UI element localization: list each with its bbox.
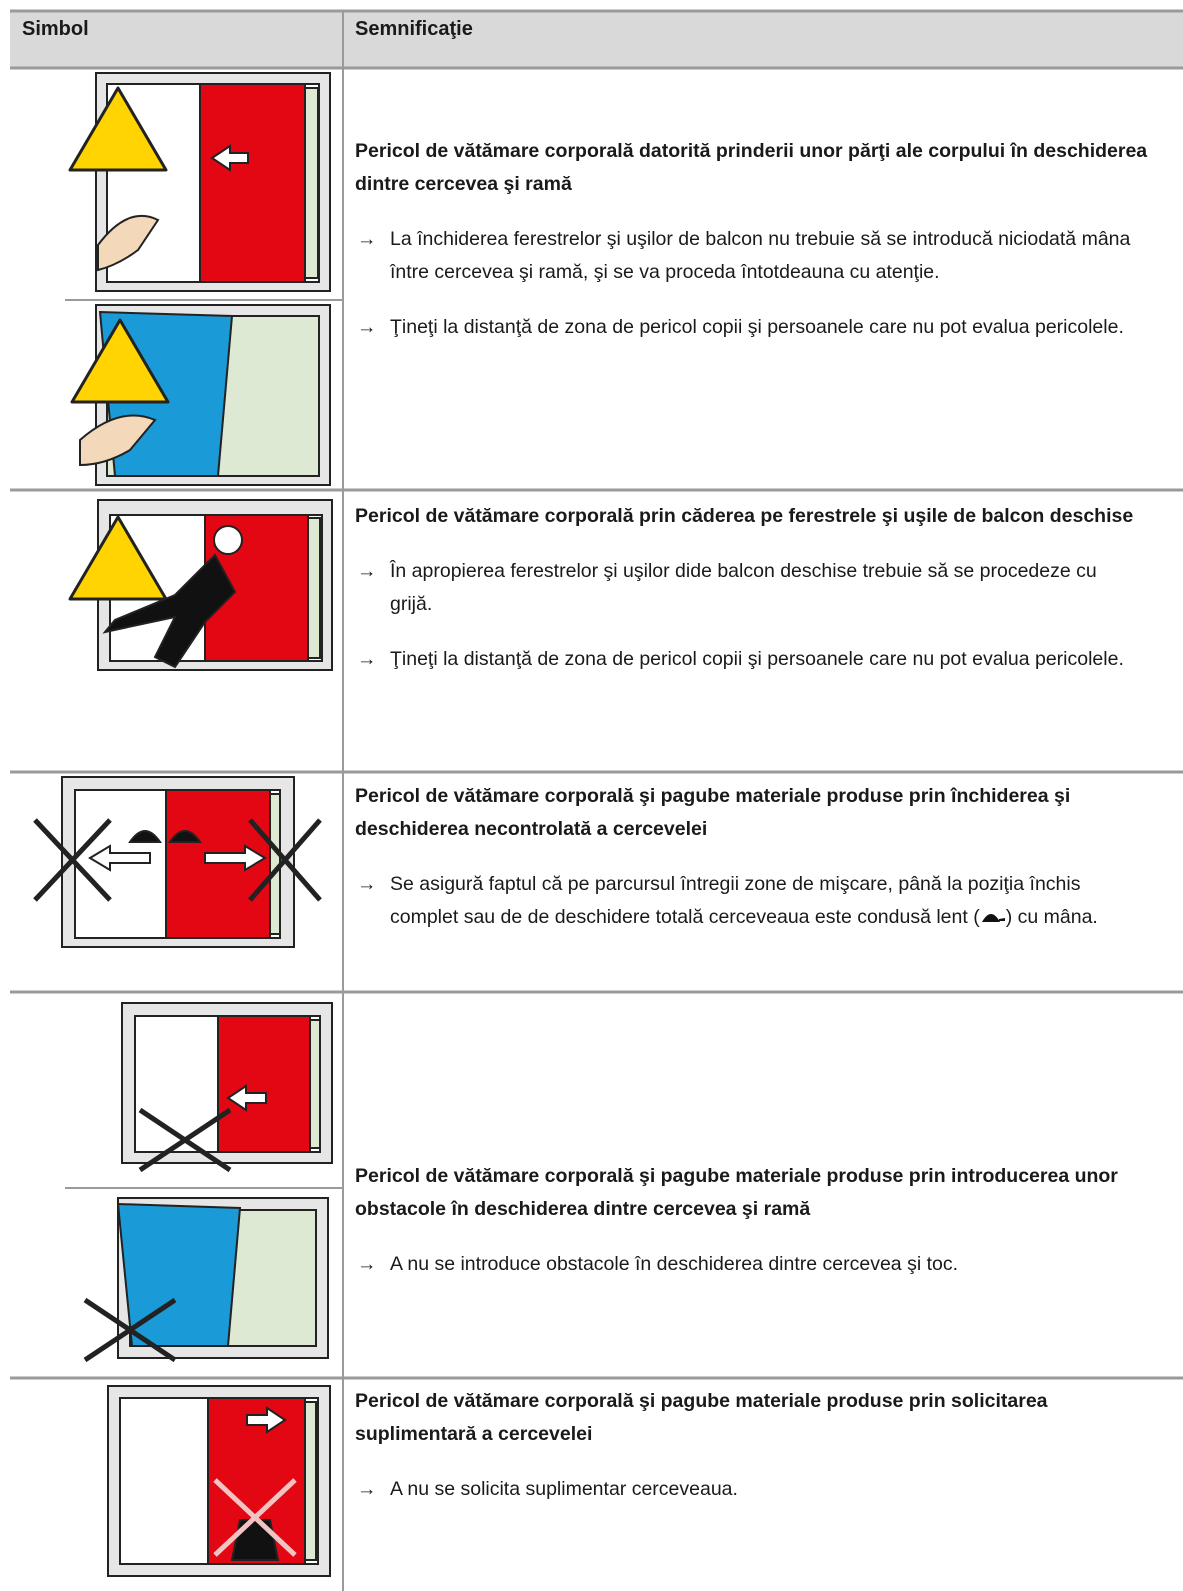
window-7 [107,1385,331,1577]
arrow-icon: → [357,228,377,250]
bullet: → Ţineţi la distanţă de zona de pericol c… [355,643,1140,676]
bullet-text: ) cu mâna. [1005,906,1098,928]
row-title: Pericol de vătămare corporală şi pagube … [355,1390,1048,1445]
window-5 [121,1002,333,1173]
row: Pericol de vătămare corporală şi pagube … [355,780,1170,956]
row-title: Pericol de vătămare corporală prin căder… [355,505,1134,527]
row-title: Pericol de vătămare corporală şi pagube … [355,1165,1118,1220]
header-bg [10,10,1183,68]
bullet: → La închiderea ferestrelor şi uşilor de … [355,223,1140,289]
table-lines [10,9,1183,1591]
arrow-icon: → [357,1478,377,1500]
row: Pericol de vătămare corporală şi pagube … [355,1385,1170,1528]
bullet-text: A nu se solicita suplimentar cerceveaua. [390,1478,738,1500]
arrow-icon: → [357,873,377,895]
window-4 [33,776,322,948]
bullet-text: Ţineţi la distanţă de zona de pericol co… [390,316,1124,338]
window-3 [68,499,333,671]
arrow-icon: → [357,1253,377,1275]
arrow-icon: → [357,560,377,582]
header-symbol: Simbol [22,18,89,40]
bullet-text: În apropierea ferestrelor şi uşilor dide… [390,560,1097,615]
row-title: Pericol de vătămare corporală şi pagube … [355,785,1071,840]
window-1 [68,72,331,292]
bullet: → A nu se solicita suplimentar cerceveaua… [355,1473,1140,1506]
row-title: Pericol de vătămare corporală datorită p… [355,140,1148,195]
window-2 [70,304,331,486]
turtle-icon [981,914,1005,922]
bullet-text: Ţineţi la distanţă de zona de pericol co… [390,648,1124,670]
bullet: → Se asigură faptul că pe parcursul între… [355,868,1140,934]
row: Pericol de vătămare corporală prin căder… [355,500,1170,698]
row: Pericol de vătămare corporală datorită p… [355,135,1170,366]
header-meaning: Semnificaţie [355,18,473,40]
window-6 [83,1197,329,1363]
bullet-text: La închiderea ferestrelor şi uşilor de b… [390,228,1131,283]
row: Pericol de vătămare corporală şi pagube … [355,1160,1170,1303]
bullet: → Ţineţi la distanţă de zona de pericol c… [355,311,1140,344]
arrow-icon: → [357,316,377,338]
arrow-icon: → [357,648,377,670]
bullet-text: A nu se introduce obstacole în deschider… [390,1253,959,1275]
bullet: → A nu se introduce obstacole în deschide… [355,1248,1140,1281]
bullet: → În apropierea ferestrelor şi uşilor did… [355,555,1140,621]
bullet-text: Se asigură faptul că pe parcursul întreg… [390,873,1081,928]
